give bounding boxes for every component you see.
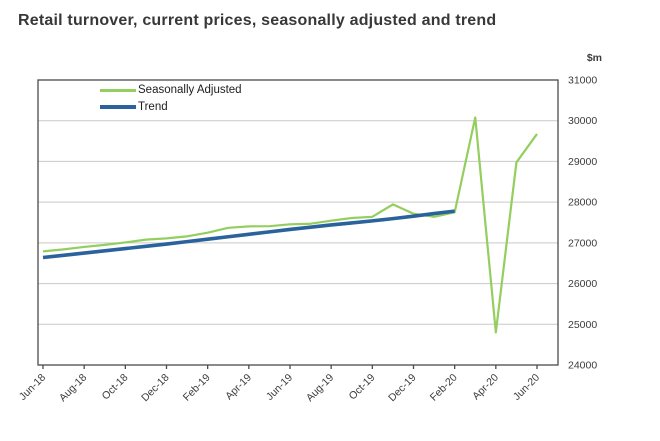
y-tick-label: 31000	[568, 75, 597, 87]
x-tick-label: Jun-18	[17, 372, 48, 403]
y-tick-label: 28000	[568, 197, 597, 209]
legend-item-trend: Trend	[100, 100, 242, 114]
y-tick-label: 27000	[568, 237, 597, 249]
chart-title: Retail turnover, current prices, seasona…	[18, 12, 497, 29]
x-tick-label: Aug-18	[57, 372, 90, 405]
y-tick-label: 25000	[568, 319, 597, 331]
x-tick-label: Jun-20	[511, 372, 542, 403]
y-tick-label: 24000	[568, 360, 597, 372]
x-tick-label: Apr-19	[223, 372, 254, 403]
chart-legend: Seasonally Adjusted Trend	[100, 83, 242, 114]
x-tick-label: Apr-20	[470, 372, 501, 403]
legend-label-seasonally-adjusted: Seasonally Adjusted	[138, 84, 242, 96]
x-tick-label: Dec-18	[139, 372, 172, 405]
x-tick-label: Dec-19	[386, 372, 419, 405]
x-tick-label: Feb-20	[428, 372, 460, 404]
y-axis-unit-label: $m	[586, 52, 602, 64]
seasonally-adjusted-line-swatch	[100, 88, 136, 92]
seasonally-adjusted-line	[42, 116, 538, 334]
x-tick-label: Oct-18	[100, 372, 131, 403]
y-tick-label: 26000	[568, 278, 597, 290]
x-tick-label: Oct-19	[347, 372, 378, 403]
y-tick-label: 30000	[568, 115, 597, 127]
y-tick-label: 29000	[568, 156, 597, 168]
legend-label-trend: Trend	[138, 101, 168, 113]
x-tick-label: Jun-19	[264, 372, 295, 403]
x-tick-label: Aug-19	[304, 372, 337, 405]
x-tick-label: Feb-19	[181, 372, 213, 404]
trend-line-swatch	[100, 105, 136, 109]
plot-frame	[37, 79, 559, 366]
trend-line	[42, 209, 455, 260]
legend-item-seasonally-adjusted: Seasonally Adjusted	[100, 83, 242, 97]
